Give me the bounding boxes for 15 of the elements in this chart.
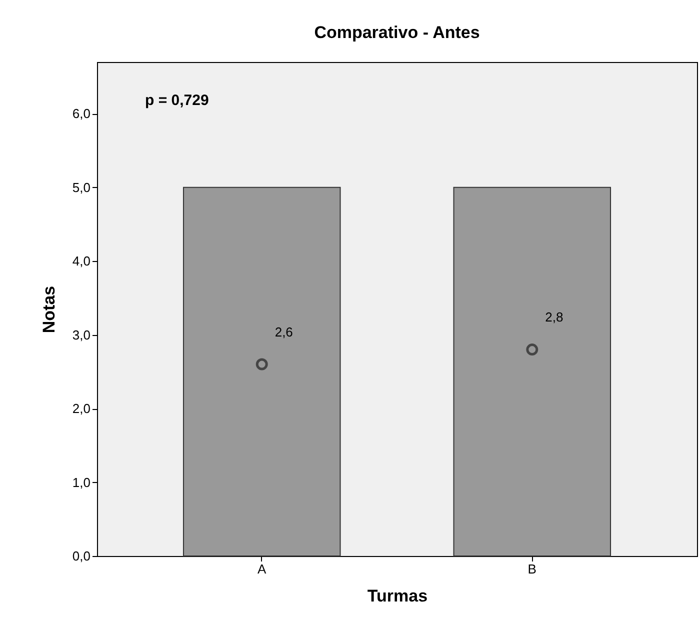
y-tick-label: 4,0	[72, 254, 90, 269]
y-tick-label: 5,0	[72, 180, 90, 195]
x-axis-title: Turmas	[367, 586, 428, 606]
x-tick-label: B	[528, 562, 536, 576]
y-tick-label: 2,0	[72, 401, 90, 416]
y-axis-title: Notas	[39, 286, 58, 334]
chart-title: Comparativo - Antes	[314, 23, 480, 42]
y-tick-label: 1,0	[72, 474, 90, 490]
data-label: 2,8	[545, 310, 564, 325]
x-tick-label: A	[258, 562, 267, 576]
annotation: p = 0,729	[145, 92, 209, 109]
y-tick-label: 0,0	[72, 548, 90, 564]
data-label: 2,6	[274, 324, 293, 340]
y-tick-label: 6,0	[72, 106, 90, 122]
y-tick-label: 3,0	[72, 327, 90, 342]
